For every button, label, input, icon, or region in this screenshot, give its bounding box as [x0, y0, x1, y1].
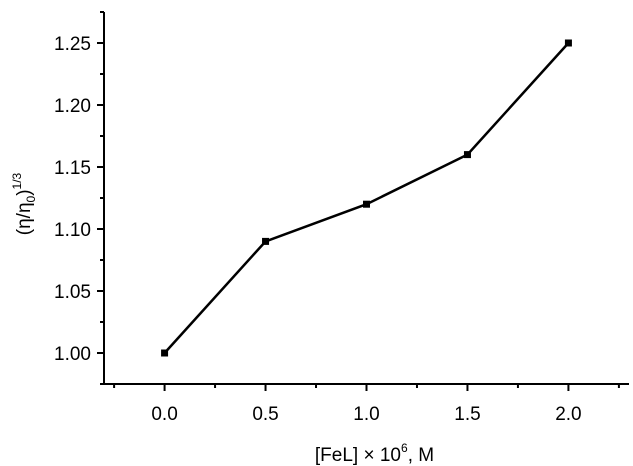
x-tick-label: 2.0 [555, 404, 581, 425]
axes [103, 12, 629, 385]
series-layer [161, 39, 572, 357]
data-point [262, 237, 270, 245]
data-point [363, 200, 370, 208]
x-tick-label: 0.0 [151, 404, 177, 425]
x-ticks: 0.0 0.5 1.0 1.5 2.0 [113, 384, 620, 425]
y-ticks: 1.00 1.05 1.10 1.15 1.20 1.25 [54, 11, 104, 385]
x-axis-title-suffix: , M [408, 445, 434, 466]
x-axis-title-sup: 6 [401, 441, 408, 455]
y-axis-title-close: ) [14, 189, 35, 195]
y-tick-label: 1.00 [54, 344, 91, 365]
data-point [161, 349, 169, 357]
data-point [564, 39, 572, 47]
y-axis-title-sub: 0 [24, 195, 38, 202]
y-axis-title-open: (η/η [14, 202, 35, 235]
y-tick-label: 1.10 [54, 220, 91, 241]
y-tick-label: 1.25 [54, 34, 91, 55]
y-axis-title: (η/η0)1/3 [10, 172, 38, 235]
y-tick-label: 1.15 [54, 158, 91, 179]
x-tick-label: 1.0 [353, 404, 379, 425]
x-axis-title-prefix: [FeL] × 10 [315, 445, 401, 466]
y-axis-title-sup: 1/3 [10, 172, 24, 189]
series-line [163, 42, 570, 354]
data-point [463, 151, 471, 159]
x-tick-label: 0.5 [252, 404, 278, 425]
y-tick-label: 1.05 [54, 282, 91, 303]
x-axis-title: [FeL] × 106, M [315, 441, 434, 466]
x-tick-label: 1.5 [454, 404, 480, 425]
y-tick-label: 1.20 [54, 96, 91, 117]
